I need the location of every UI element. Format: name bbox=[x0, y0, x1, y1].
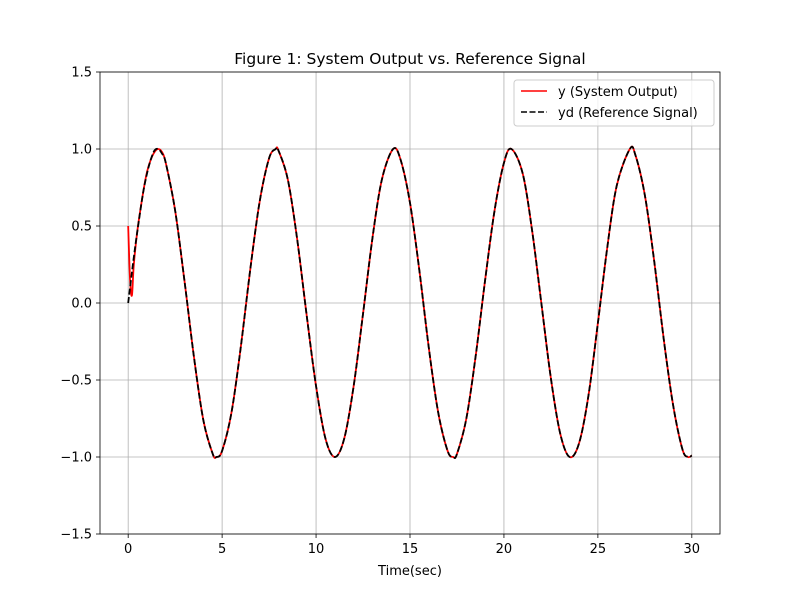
y-tick-label: 0.0 bbox=[71, 297, 92, 312]
series-line-reference-signal bbox=[127, 145, 693, 459]
legend-box bbox=[513, 79, 715, 127]
y-tick-label: 1.5 bbox=[71, 66, 92, 81]
x-tick-label: 0 bbox=[124, 542, 132, 557]
legend-label-yd: yd (Reference Signal) bbox=[558, 106, 698, 121]
y-tick-label: −1.5 bbox=[60, 528, 92, 543]
legend-label-y: y (System Output) bbox=[558, 85, 678, 100]
x-tick-label: 20 bbox=[496, 542, 513, 557]
chart-title: Figure 1: System Output vs. Reference Si… bbox=[234, 50, 585, 68]
x-tick-label: 30 bbox=[684, 542, 701, 557]
x-axis-label: Time(sec) bbox=[377, 564, 442, 579]
y-tick-label: −0.5 bbox=[60, 374, 92, 389]
legend: y (System Output) yd (Reference Signal) bbox=[513, 79, 715, 127]
y-tick-label: −1.0 bbox=[60, 451, 92, 466]
series-layer bbox=[127, 145, 693, 459]
x-tick-label: 5 bbox=[218, 542, 226, 557]
x-tick-label: 10 bbox=[308, 542, 325, 557]
y-tick-label: 1.0 bbox=[71, 143, 92, 158]
ticks: 0 5 10 15 20 25 30 −1.5 −1.0 −0.5 0.0 0.5 1.0 1.5 bbox=[60, 66, 700, 558]
x-tick-label: 25 bbox=[590, 542, 607, 557]
y-tick-label: 0.5 bbox=[71, 220, 92, 235]
x-tick-label: 15 bbox=[402, 542, 419, 557]
